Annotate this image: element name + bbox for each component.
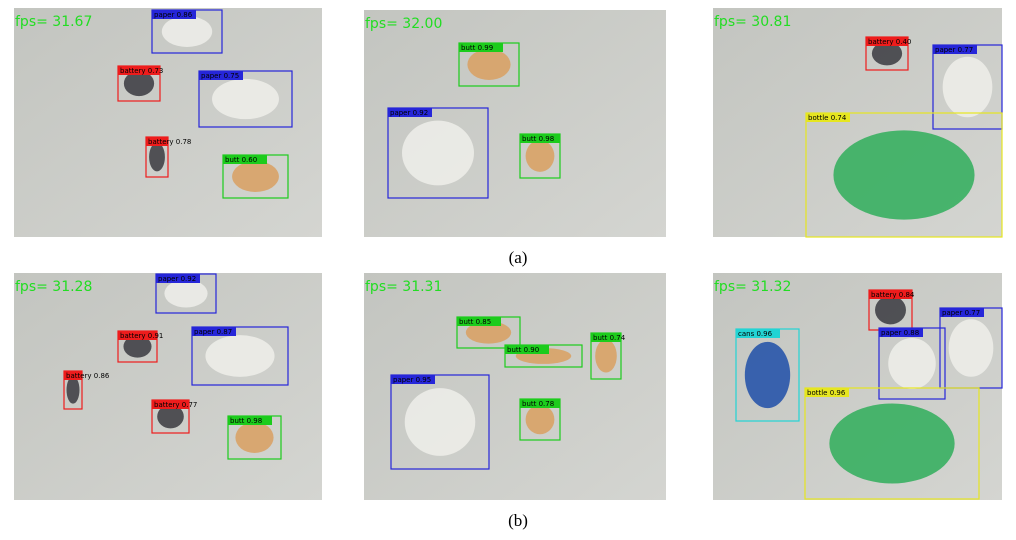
detection-label: butt 0.85 xyxy=(459,318,491,326)
object xyxy=(212,79,279,119)
detection-label: paper 0.86 xyxy=(154,11,193,19)
fps-label: fps= 31.28 xyxy=(15,279,92,295)
object xyxy=(875,296,906,325)
object xyxy=(149,143,165,172)
object xyxy=(943,57,993,117)
detection-label: butt 0.98 xyxy=(230,417,262,425)
object xyxy=(829,404,954,484)
object xyxy=(235,422,273,453)
photo-background xyxy=(364,10,666,237)
detection-label: butt 0.74 xyxy=(593,334,626,342)
detection-label: paper 0.77 xyxy=(935,46,973,54)
detection-label: battery 0.91 xyxy=(120,332,163,340)
detection-label: paper 0.77 xyxy=(942,309,980,317)
object xyxy=(205,335,274,377)
figure: paper 0.86 battery 0.73 paper 0.75 battery … xyxy=(0,0,1016,540)
fps-label: fps= 31.32 xyxy=(714,279,791,295)
photo-panel: paper 0.86 battery 0.73 paper 0.75 battery … xyxy=(14,8,322,237)
detection-label: butt 0.99 xyxy=(461,44,493,52)
object xyxy=(745,342,790,408)
photo-background xyxy=(14,8,322,237)
photo-panel: paper 0.92 battery 0.91 paper 0.87 battery … xyxy=(14,273,322,500)
object xyxy=(164,279,207,307)
photo-panel: butt 0.99 paper 0.92 butt 0.98 fps= 32.00 xyxy=(364,10,666,237)
object xyxy=(595,339,617,372)
detection-label: battery 0.78 xyxy=(148,138,191,146)
photo-panel: battery 0.84 cans 0.96 paper 0.88 paper 0.7… xyxy=(713,273,1002,500)
detection-label: butt 0.60 xyxy=(225,156,257,164)
detection-label: paper 0.75 xyxy=(201,72,239,80)
detection-label: butt 0.98 xyxy=(522,135,554,143)
detection-label: paper 0.92 xyxy=(158,275,196,283)
fps-label: fps= 30.81 xyxy=(714,14,791,30)
fps-label: fps= 32.00 xyxy=(365,16,442,32)
object xyxy=(232,161,279,192)
object xyxy=(888,338,936,389)
photo-panel: butt 0.85 butt 0.90 butt 0.74 paper 0.95 but… xyxy=(364,273,666,500)
detection-label: battery 0.73 xyxy=(120,67,163,75)
detection-label: butt 0.78 xyxy=(522,400,554,408)
detection-label: battery 0.77 xyxy=(154,401,197,409)
caption: (b) xyxy=(508,511,528,530)
object xyxy=(526,405,555,435)
photo-background xyxy=(364,273,666,500)
fps-label: fps= 31.67 xyxy=(15,14,92,30)
detection-label: bottle 0.96 xyxy=(807,389,846,397)
fps-label: fps= 31.31 xyxy=(365,279,442,295)
detection-label: butt 0.90 xyxy=(507,346,539,354)
object xyxy=(949,319,994,377)
detection-label: battery 0.40 xyxy=(868,38,911,46)
caption: (a) xyxy=(509,248,528,267)
object xyxy=(162,16,212,47)
detection-label: paper 0.88 xyxy=(881,329,919,337)
photo-background xyxy=(14,273,322,500)
detection-label: paper 0.92 xyxy=(390,109,428,117)
detection-label: cans 0.96 xyxy=(738,330,773,338)
object xyxy=(402,121,474,186)
object xyxy=(405,388,476,456)
detection-label: battery 0.86 xyxy=(66,372,110,380)
object xyxy=(467,49,510,80)
detection-label: paper 0.95 xyxy=(393,376,431,384)
object xyxy=(526,140,555,172)
detection-label: paper 0.87 xyxy=(194,328,232,336)
object xyxy=(833,130,974,219)
detection-label: battery 0.84 xyxy=(871,291,915,299)
photo-panel: battery 0.40 paper 0.77 bottle 0.74 fps= 30… xyxy=(713,8,1002,237)
detection-label: bottle 0.74 xyxy=(808,114,847,122)
object xyxy=(67,376,80,403)
